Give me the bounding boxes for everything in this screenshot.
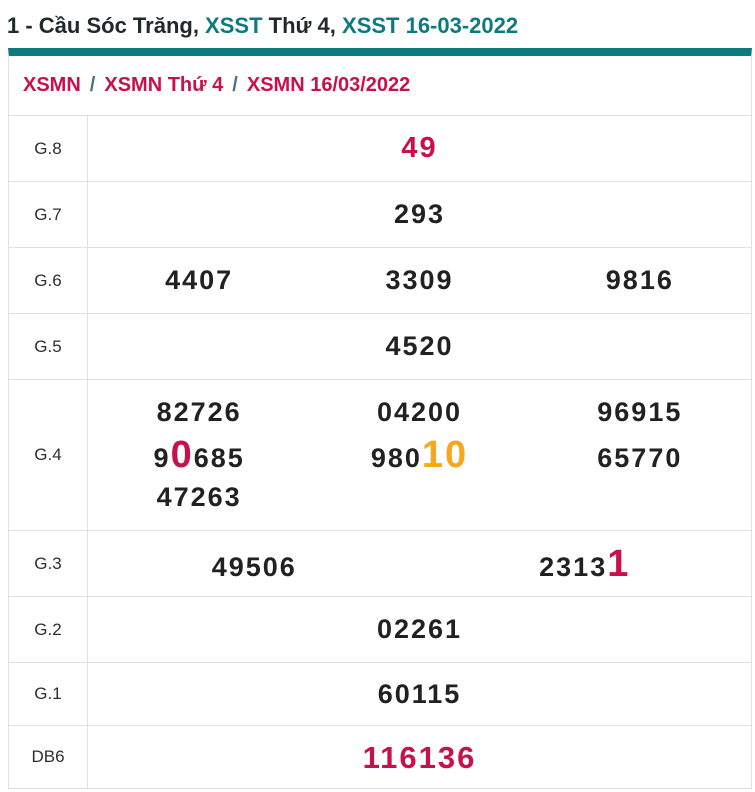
prize-label-g6: G.6 [9, 247, 88, 314]
prize-row-g6: G.6 4407 3309 9816 [9, 247, 751, 314]
prize-row-g5: G.5 4520 [9, 313, 751, 380]
prize-value-g8: 49 [401, 132, 438, 164]
breadcrumb-separator: / [232, 74, 238, 96]
prize-value-g3-2: 23131 [539, 542, 631, 585]
breadcrumb-link-xsmn-date[interactable]: XSMN 16/03/2022 [246, 74, 411, 96]
breadcrumb-link-xsmn[interactable]: XSMN [23, 74, 81, 96]
breadcrumb: XSMN / XSMN Thứ 4 / XSMN 16/03/2022 [9, 56, 751, 115]
prize-value-g6-3: 9816 [605, 265, 674, 295]
prize-label-g1: G.1 [9, 662, 88, 726]
prize-value-g3-1: 49506 [211, 551, 297, 582]
prize-label-g3: G.3 [9, 530, 88, 597]
prize-row-db6: DB6 116136 [9, 725, 751, 788]
prize-row-g4: G.4 82726 04200 96915 90685 98010 65770 … [9, 379, 751, 531]
results-card: XSMN / XSMN Thứ 4 / XSMN 16/03/2022 G.8 … [8, 48, 752, 789]
prize-value-db6: 116136 [362, 739, 477, 775]
title-middle: Thứ 4, [262, 13, 343, 38]
results-table: G.8 49 G.7 293 G.6 4407 3309 9816 G.5 45… [9, 115, 751, 788]
prize-row-g2: G.2 02261 [9, 596, 751, 663]
prize-value-g1: 60115 [377, 678, 462, 709]
prize-label-g8: G.8 [9, 115, 88, 182]
breadcrumb-link-xsmn-thu4[interactable]: XSMN Thứ 4 [104, 74, 224, 96]
highlighted-digit-red: 0 [170, 434, 194, 476]
prize-value-g6-2: 3309 [385, 265, 454, 295]
page-title: 1 - Cầu Sóc Trăng, XSST Thứ 4, XSST 16-0… [7, 13, 755, 39]
prize-value-g4-1: 82726 [156, 397, 242, 427]
prize-value-g4-2: 04200 [376, 397, 463, 427]
prize-value-g7: 293 [393, 199, 446, 229]
prize-row-g7: G.7 293 [9, 181, 751, 248]
prize-value-g4-5: 98010 [370, 434, 469, 476]
prize-label-g5: G.5 [9, 313, 88, 380]
highlighted-digit-red: 1 [607, 542, 631, 585]
prize-value-g6-1: 4407 [165, 265, 234, 295]
prize-value-g4-7: 47263 [156, 482, 242, 512]
prize-label-g2: G.2 [9, 596, 88, 663]
prize-label-g7: G.7 [9, 181, 88, 248]
prize-value-g4-3: 96915 [597, 397, 683, 427]
prize-value-g5: 4520 [385, 331, 454, 361]
breadcrumb-separator: / [89, 74, 96, 96]
title-link-xsst[interactable]: XSST [205, 13, 263, 38]
prize-value-g2: 02261 [376, 614, 463, 644]
prize-row-g3: G.3 49506 23131 [9, 530, 751, 597]
prize-row-g1: G.1 60115 [9, 662, 751, 726]
title-prefix: 1 - Cầu Sóc Trăng, [7, 13, 206, 38]
prize-value-g4-6: 65770 [597, 443, 683, 473]
prize-label-db6: DB6 [9, 725, 88, 788]
title-link-xsst-date[interactable]: XSST 16-03-2022 [342, 13, 519, 38]
prize-label-g4: G.4 [9, 379, 88, 531]
highlighted-digits-orange: 10 [421, 434, 469, 476]
prize-row-g8: G.8 49 [9, 115, 751, 182]
prize-value-g4-4: 90685 [153, 434, 245, 476]
